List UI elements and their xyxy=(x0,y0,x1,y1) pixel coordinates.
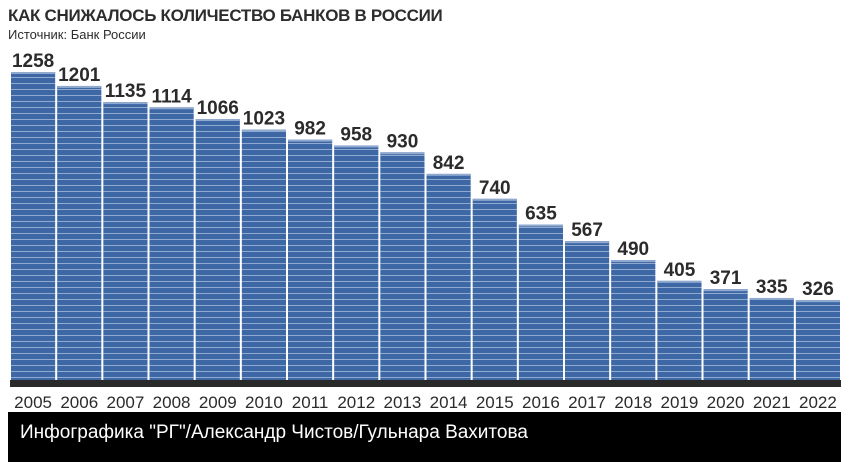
credit-text: Инфографика "РГ"/Александр Чистов/Гульна… xyxy=(20,422,528,443)
bar-cap-2018 xyxy=(611,260,656,263)
credit-bar: Инфографика "РГ"/Александр Чистов/Гульна… xyxy=(8,412,841,462)
bar-cap-2005 xyxy=(11,72,56,74)
x-tick-2017: 2017 xyxy=(568,393,606,412)
x-tick-2010: 2010 xyxy=(245,393,283,412)
bar-cap-2015 xyxy=(472,198,517,201)
data-label-2011: 982 xyxy=(294,119,326,140)
x-tick-2021: 2021 xyxy=(753,393,791,412)
x-tick-2015: 2015 xyxy=(476,393,514,412)
bar-2007 xyxy=(103,102,148,380)
x-tick-2012: 2012 xyxy=(337,393,375,412)
data-label-2009: 1066 xyxy=(197,98,239,119)
chart-title: КАК СНИЖАЛОСЬ КОЛИЧЕСТВО БАНКОВ В РОССИИ xyxy=(8,6,443,25)
bar-cap-2007 xyxy=(103,102,148,105)
data-label-2014: 842 xyxy=(433,153,465,174)
bar-cap-2011 xyxy=(288,139,333,142)
bar-cap-2013 xyxy=(380,152,425,155)
bar-2017 xyxy=(565,241,610,380)
bar-2016 xyxy=(518,224,563,380)
bar-cap-2020 xyxy=(703,289,748,292)
x-tick-2009: 2009 xyxy=(199,393,237,412)
x-tick-2016: 2016 xyxy=(522,393,560,412)
x-tick-2020: 2020 xyxy=(707,393,745,412)
data-label-2019: 405 xyxy=(664,260,696,281)
bar-2012 xyxy=(334,145,379,380)
bar-2006 xyxy=(57,85,102,381)
bar-2019 xyxy=(657,280,702,380)
x-tick-2013: 2013 xyxy=(384,393,422,412)
x-tick-2014: 2014 xyxy=(430,393,468,412)
data-label-2008: 1114 xyxy=(151,86,192,107)
data-label-2020: 371 xyxy=(710,268,742,289)
bar-cap-2008 xyxy=(149,107,194,110)
data-label-2013: 930 xyxy=(387,131,419,152)
data-label-2010: 1023 xyxy=(243,109,285,130)
bar-cap-2021 xyxy=(749,297,794,300)
bar-cap-2006 xyxy=(57,85,102,88)
bar-2020 xyxy=(703,289,748,380)
chart-baseline xyxy=(10,380,841,387)
x-tick-2011: 2011 xyxy=(292,393,329,412)
x-tick-2008: 2008 xyxy=(153,393,191,412)
bar-cap-2016 xyxy=(518,224,563,227)
chart-source: Источник: Банк России xyxy=(8,27,146,42)
x-tick-2019: 2019 xyxy=(661,393,699,412)
data-label-2017: 567 xyxy=(571,220,603,241)
bar-cap-2019 xyxy=(657,280,702,283)
bar-2010 xyxy=(241,129,286,380)
bar-2011 xyxy=(288,139,333,380)
bar-2014 xyxy=(426,173,471,380)
bar-cap-2017 xyxy=(565,241,610,244)
bar-cap-2009 xyxy=(195,119,240,122)
bar-2005 xyxy=(11,72,56,380)
data-label-2005: 1258 xyxy=(12,51,54,72)
x-tick-2006: 2006 xyxy=(60,393,98,412)
bar-2008 xyxy=(149,107,194,381)
x-tick-2018: 2018 xyxy=(614,393,652,412)
bar-2015 xyxy=(472,198,517,380)
x-tick-2005: 2005 xyxy=(14,393,52,412)
data-label-2022: 326 xyxy=(802,279,834,300)
data-label-2016: 635 xyxy=(525,204,557,225)
data-label-2015: 740 xyxy=(479,178,511,199)
data-label-2021: 335 xyxy=(756,277,788,298)
bar-2022 xyxy=(795,300,840,380)
bar-2009 xyxy=(195,119,240,381)
bar-cap-2012 xyxy=(334,145,379,148)
x-tick-2022: 2022 xyxy=(799,393,837,412)
bar-2021 xyxy=(749,297,794,380)
bar-2018 xyxy=(611,260,656,380)
bar-cap-2022 xyxy=(795,300,840,303)
data-label-2018: 490 xyxy=(617,239,649,260)
data-label-2006: 1201 xyxy=(58,65,101,86)
bar-cap-2014 xyxy=(426,173,471,176)
bar-cap-2010 xyxy=(241,129,286,132)
data-label-2012: 958 xyxy=(340,124,372,145)
x-tick-2007: 2007 xyxy=(107,393,145,412)
data-label-2007: 1135 xyxy=(105,81,147,102)
bar-2013 xyxy=(380,152,425,380)
